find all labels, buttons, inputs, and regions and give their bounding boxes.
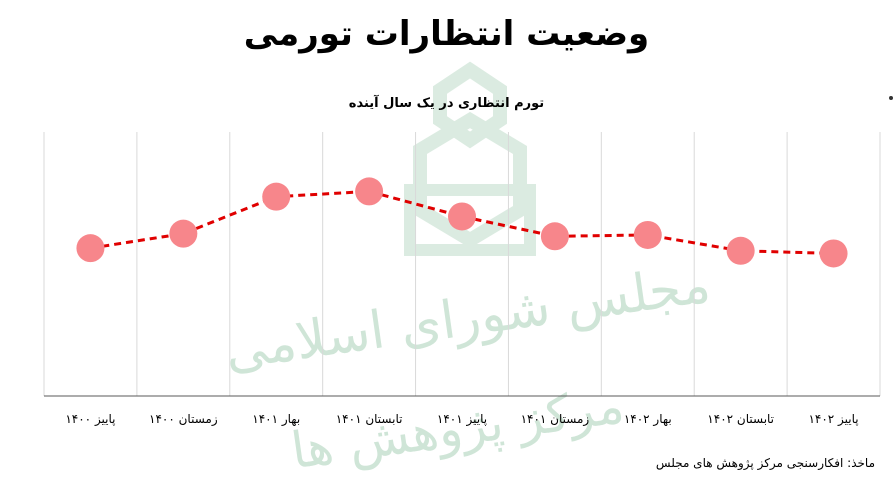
- data-point: [355, 177, 384, 206]
- x-tick-label: پاییز ۱۴۰۰: [65, 412, 115, 427]
- data-point: [448, 202, 476, 231]
- page-title: وضعیت انتظارات تورمی: [243, 14, 650, 54]
- x-tick-label: بهار ۱۴۰۱: [252, 412, 300, 427]
- x-tick-label: تابستان ۱۴۰۱: [336, 412, 403, 426]
- decor-dot: [889, 96, 893, 100]
- data-point: [262, 182, 291, 211]
- chart-title: تورم انتظاری در یک سال آینده: [348, 96, 545, 111]
- data-point: [76, 234, 105, 263]
- x-tick-label: پاییز ۱۴۰۱: [437, 412, 487, 427]
- x-tick-label: بهار ۱۴۰۲: [624, 412, 672, 427]
- data-point: [169, 219, 198, 248]
- x-tick-label: تابستان ۱۴۰۲: [707, 412, 774, 426]
- data-point: [540, 222, 569, 251]
- data-point: [819, 239, 848, 268]
- x-tick-label: زمستان ۱۴۰۱: [521, 412, 590, 427]
- x-tick-label: پاییز ۱۴۰۲: [808, 412, 858, 427]
- data-point: [726, 236, 755, 265]
- source-note: ماخذ: افکارسنجی مرکز پژوهش های مجلس: [655, 456, 875, 470]
- x-tick-label: زمستان ۱۴۰۰: [149, 412, 218, 427]
- data-point: [633, 220, 662, 249]
